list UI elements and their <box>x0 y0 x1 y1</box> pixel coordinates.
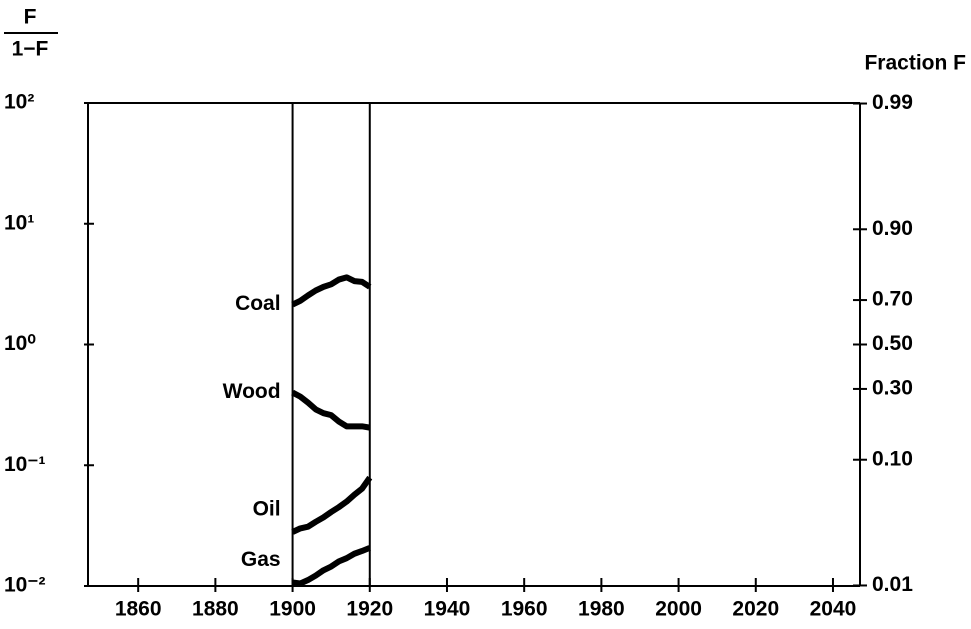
series-line <box>291 475 373 535</box>
series-label: Gas <box>241 548 281 571</box>
series-label: Wood <box>223 380 281 403</box>
x-tick-label: 2040 <box>810 598 857 621</box>
x-tick-label: 2020 <box>732 598 779 621</box>
y2-tick-label: 0.99 <box>872 91 913 114</box>
y2-tick-label: 0.01 <box>872 573 913 596</box>
x-tick-label: 1860 <box>115 598 162 621</box>
x-tick-label: 1920 <box>346 598 393 621</box>
x-tick-label: 1980 <box>578 598 625 621</box>
series-line <box>291 274 372 308</box>
x-tick-label: 1900 <box>269 598 316 621</box>
series-line <box>292 545 371 587</box>
y2-label: Fraction F <box>864 52 966 75</box>
series-label: Oil <box>253 498 281 521</box>
y2-tick-label: 0.10 <box>872 447 913 470</box>
series-label: Coal <box>235 292 281 315</box>
y-label-denominator: 1−F <box>12 38 49 61</box>
y-label-numerator: F <box>24 6 37 29</box>
x-tick-label: 2000 <box>655 598 702 621</box>
x-tick-label: 1940 <box>424 598 471 621</box>
y2-tick-label: 0.70 <box>872 288 913 311</box>
y-tick-label: 10⁰ <box>4 332 36 355</box>
y-tick-label: 10¹ <box>4 211 34 234</box>
x-tick-label: 1960 <box>501 598 548 621</box>
y2-tick-label: 0.30 <box>872 376 913 399</box>
series-line <box>291 389 371 431</box>
y-tick-label: 10² <box>4 91 34 114</box>
y2-tick-label: 0.50 <box>872 332 913 355</box>
y-tick-label: 10⁻² <box>4 574 45 597</box>
x-tick-label: 1880 <box>192 598 239 621</box>
y-tick-label: 10⁻¹ <box>4 453 45 476</box>
y2-tick-label: 0.90 <box>872 217 913 240</box>
